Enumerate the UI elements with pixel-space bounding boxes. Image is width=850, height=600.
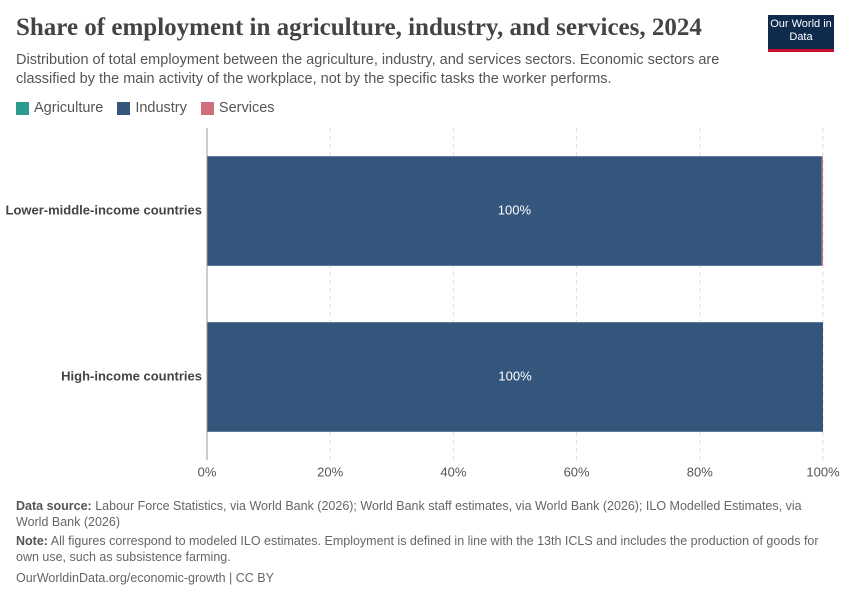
legend: Agriculture Industry Services — [16, 100, 275, 116]
y-tick-label: Lower-middle-income countries — [6, 202, 202, 217]
legend-item[interactable]: Agriculture — [16, 100, 103, 116]
legend-swatch — [200, 101, 214, 115]
x-tick-label: 60% — [564, 464, 590, 479]
plot: 0% 20% 40% 60% 80% 100% Lower-middle-income co… — [6, 128, 840, 479]
source-label: Data source: — [16, 499, 92, 513]
note-text: All figures correspond to modeled ILO es… — [16, 534, 819, 564]
legend-label: Agriculture — [34, 100, 104, 116]
chart-title: Share of employment in agriculture, indu… — [16, 14, 702, 41]
chart-subtitle: Distribution of total employment between… — [16, 52, 720, 87]
source-text: Labour Force Statistics, via World Bank … — [16, 499, 802, 529]
y-tick-label: High-income countries — [61, 368, 202, 383]
data-label: 100% — [498, 202, 532, 217]
x-tick-label: 40% — [440, 464, 466, 479]
bar — [821, 156, 823, 266]
legend-item[interactable]: Services — [200, 100, 275, 116]
bar — [207, 156, 822, 266]
x-tick-label: 100% — [806, 464, 840, 479]
legend-label: Services — [218, 100, 275, 116]
source: Data source: Labour Force Statistics, vi… — [16, 498, 831, 530]
data-label: 100% — [498, 368, 532, 383]
legend-swatch — [117, 101, 131, 115]
x-tick-label: 20% — [317, 464, 343, 479]
logo[interactable]: Our World in Data — [768, 15, 834, 52]
note-label: Note: — [16, 534, 48, 548]
bar — [207, 322, 823, 432]
url[interactable]: OurWorldinData.org/economic-growth | CC … — [16, 571, 274, 585]
legend-label: Industry — [135, 100, 187, 116]
x-tick-label: 0% — [198, 464, 217, 479]
x-tick-label: 80% — [687, 464, 713, 479]
note: Note: All figures correspond to modeled … — [16, 533, 831, 565]
legend-swatch — [16, 101, 29, 115]
legend-item[interactable]: Industry — [117, 100, 187, 116]
